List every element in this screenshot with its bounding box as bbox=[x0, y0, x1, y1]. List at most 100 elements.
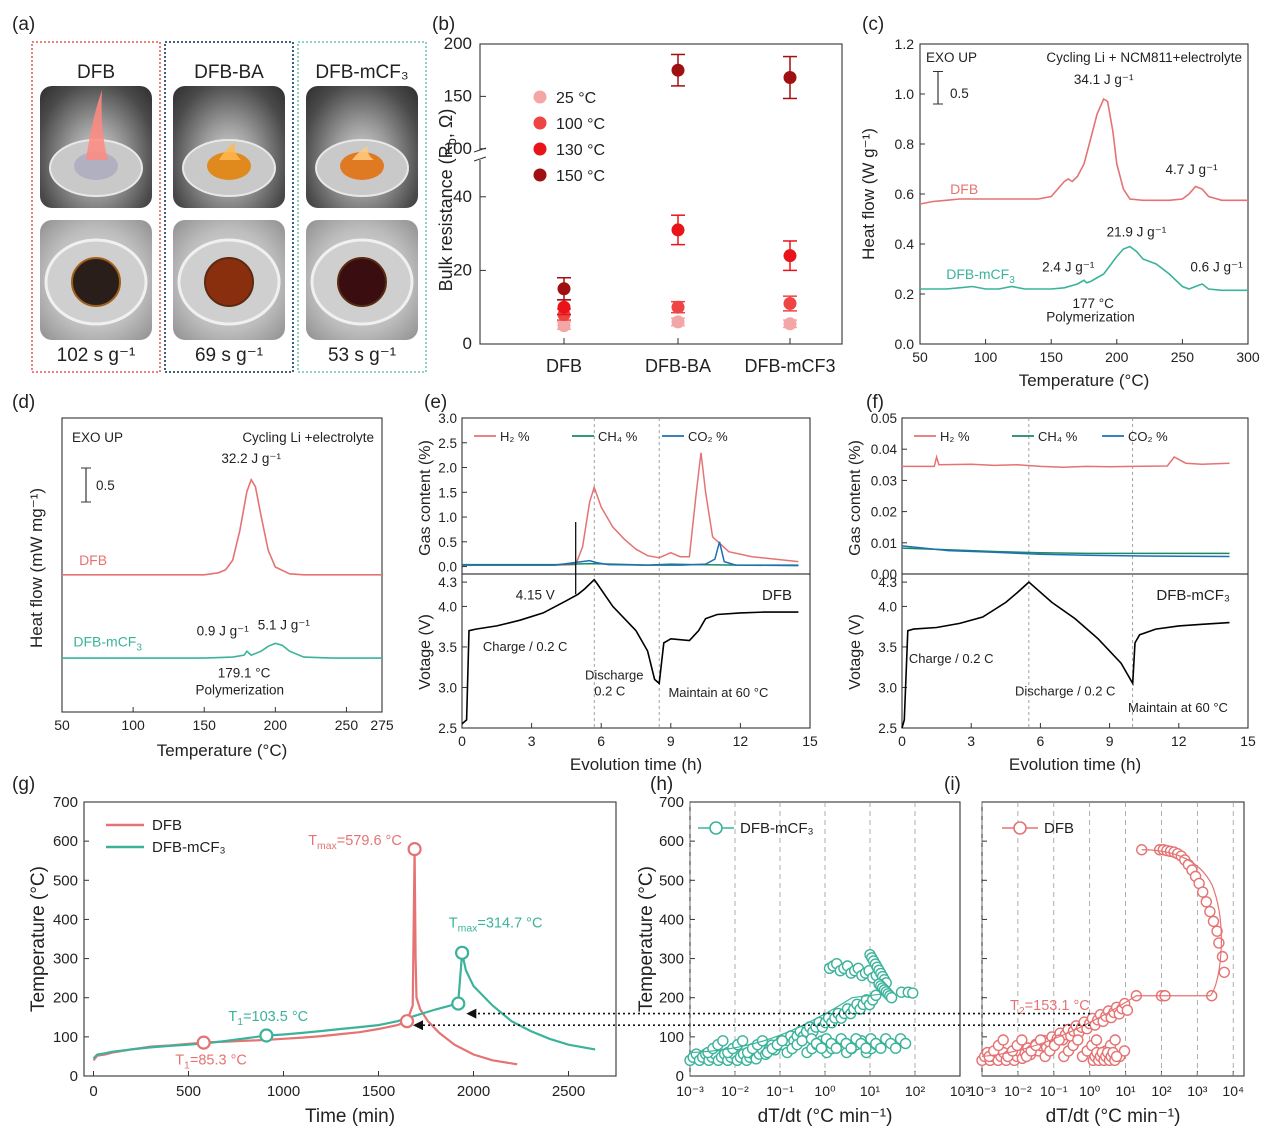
plot-frame-voltage bbox=[901, 573, 1249, 729]
y-tick-label: 3.0 bbox=[438, 411, 457, 426]
legend-label: 150 °C bbox=[556, 168, 605, 185]
data-point bbox=[1204, 905, 1216, 918]
voltage-marker: 4.15 V bbox=[516, 587, 555, 602]
series-line-1 bbox=[92, 952, 596, 1060]
data-point bbox=[885, 992, 898, 1004]
residue bbox=[71, 257, 121, 307]
legend-label: CH₄ % bbox=[598, 429, 638, 444]
annotation: T2=153.1 °C bbox=[1010, 998, 1090, 1017]
data-point bbox=[1211, 925, 1223, 937]
panel-label-g: (g) bbox=[12, 774, 35, 795]
legend-marker bbox=[533, 168, 547, 182]
legend-marker bbox=[533, 142, 547, 156]
annotation: 0.2 C bbox=[594, 684, 625, 699]
data-point bbox=[997, 1034, 1009, 1046]
y-tick-label: 500 bbox=[53, 872, 78, 889]
y-tick-label: 100 bbox=[53, 1029, 78, 1046]
data-point bbox=[1118, 1045, 1131, 1057]
x-tick-label: 15 bbox=[802, 733, 818, 749]
voltage-line bbox=[901, 581, 1230, 729]
data-point bbox=[830, 1042, 842, 1054]
y-tick-label: 20 bbox=[453, 260, 472, 279]
y-tick-label: 3.5 bbox=[878, 640, 897, 655]
flame-icon bbox=[86, 90, 108, 160]
y-tick-label: 0.01 bbox=[871, 536, 897, 551]
x-tick-label: 10⁻³ bbox=[676, 1083, 704, 1099]
voltage-line bbox=[461, 578, 799, 725]
x-tick-label: 50 bbox=[912, 349, 928, 365]
x-tick-label: 10⁻² bbox=[1004, 1083, 1032, 1099]
sample-name: DFB-mCF₃ bbox=[315, 62, 408, 83]
annotation: Polymerization bbox=[196, 682, 285, 697]
x-tick-label: 100 bbox=[974, 349, 998, 365]
y-tick-label: 300 bbox=[659, 951, 684, 968]
gas-series-2 bbox=[462, 541, 799, 567]
annotation: T1=103.5 °C bbox=[228, 1009, 308, 1028]
y-tick-label: 150 bbox=[444, 86, 472, 105]
data-point bbox=[557, 300, 571, 314]
data-point bbox=[1207, 915, 1220, 928]
x-tick-label: 6 bbox=[1037, 733, 1045, 749]
y-tick-label: 200 bbox=[444, 34, 472, 53]
gas-series-0 bbox=[902, 454, 1230, 469]
annotation: 5.1 J g⁻¹ bbox=[258, 618, 311, 633]
data-point bbox=[860, 1042, 872, 1054]
annotation: 0.9 J g⁻¹ bbox=[197, 624, 250, 639]
y-tick-label: 0.5 bbox=[438, 535, 457, 550]
x-tick-label: 10³ bbox=[950, 1083, 971, 1099]
annotation: Discharge / 0.2 C bbox=[1015, 684, 1115, 699]
photo-box-frame bbox=[31, 41, 161, 373]
y-tick-label: 0.00 bbox=[871, 567, 897, 582]
curve-label: DFB bbox=[79, 552, 107, 568]
y-tick-label: 100 bbox=[659, 1029, 684, 1046]
y-axis-label: Temperature (°C) bbox=[636, 866, 657, 1012]
x-tick-label: 12 bbox=[733, 733, 749, 749]
x-tick-label: 10¹ bbox=[1115, 1083, 1136, 1099]
data-point bbox=[1109, 1034, 1121, 1046]
photo-box-frame bbox=[297, 41, 427, 373]
y-tick-label: 4.0 bbox=[878, 599, 897, 614]
data-point bbox=[671, 315, 685, 329]
series-line-1 bbox=[920, 245, 1248, 292]
y-tick-label: 0.6 bbox=[895, 186, 915, 202]
x-tick-label: 2000 bbox=[457, 1083, 490, 1100]
x-axis-label: dT/dt (°C min⁻¹) bbox=[1046, 1106, 1181, 1127]
x-tick-label: 6 bbox=[597, 733, 605, 749]
annotation: 34.1 J g⁻¹ bbox=[1074, 72, 1134, 87]
legend-label: 130 °C bbox=[556, 142, 605, 159]
x-tick-label: 200 bbox=[1105, 349, 1129, 365]
series-line bbox=[981, 849, 1222, 1058]
y-tick-label: 0 bbox=[676, 1068, 684, 1085]
marker-point bbox=[196, 1035, 211, 1050]
y-axis-label-top: Gas content (%) bbox=[847, 440, 864, 556]
y-tick-label: 0.03 bbox=[871, 473, 897, 488]
gas-series-2 bbox=[901, 545, 1230, 558]
legend-marker bbox=[709, 821, 723, 835]
header-left: EXO UP bbox=[72, 430, 123, 445]
x-tick-label: DFB-BA bbox=[645, 356, 711, 376]
y-tick-label: 2.0 bbox=[438, 461, 457, 476]
sample-liquid bbox=[340, 152, 384, 180]
annotation: 177 °C bbox=[1072, 296, 1114, 311]
annotation: 4.7 J g⁻¹ bbox=[1166, 162, 1219, 177]
plot-frame-b bbox=[479, 43, 843, 345]
gas-series-1 bbox=[901, 547, 1230, 555]
x-tick-label: 10⁰ bbox=[814, 1083, 836, 1099]
sample-name: DFB-BA bbox=[194, 62, 264, 83]
y-tick-label: 100 bbox=[444, 139, 472, 158]
panel-label: (f) bbox=[866, 392, 884, 413]
y-tick-label: 2.5 bbox=[878, 721, 897, 736]
panel-label-b: (b) bbox=[432, 14, 455, 35]
y-tick-label: 200 bbox=[53, 990, 78, 1007]
y-axis-label-bottom: Votage (V) bbox=[847, 614, 864, 690]
y-tick-label: 0.05 bbox=[871, 411, 897, 426]
x-tick-label: 3 bbox=[967, 733, 975, 749]
x-tick-label: 10² bbox=[905, 1083, 926, 1099]
x-tick-label: DFB bbox=[546, 356, 582, 376]
legend-label: DFB-mCF₃ bbox=[740, 820, 814, 837]
annotation: Polymerization bbox=[1046, 310, 1135, 325]
curve-label: DFB-mCF3 bbox=[946, 266, 1015, 286]
y-tick-label: 3.0 bbox=[878, 680, 897, 695]
x-tick-label: DFB-mCF3 bbox=[745, 356, 836, 376]
